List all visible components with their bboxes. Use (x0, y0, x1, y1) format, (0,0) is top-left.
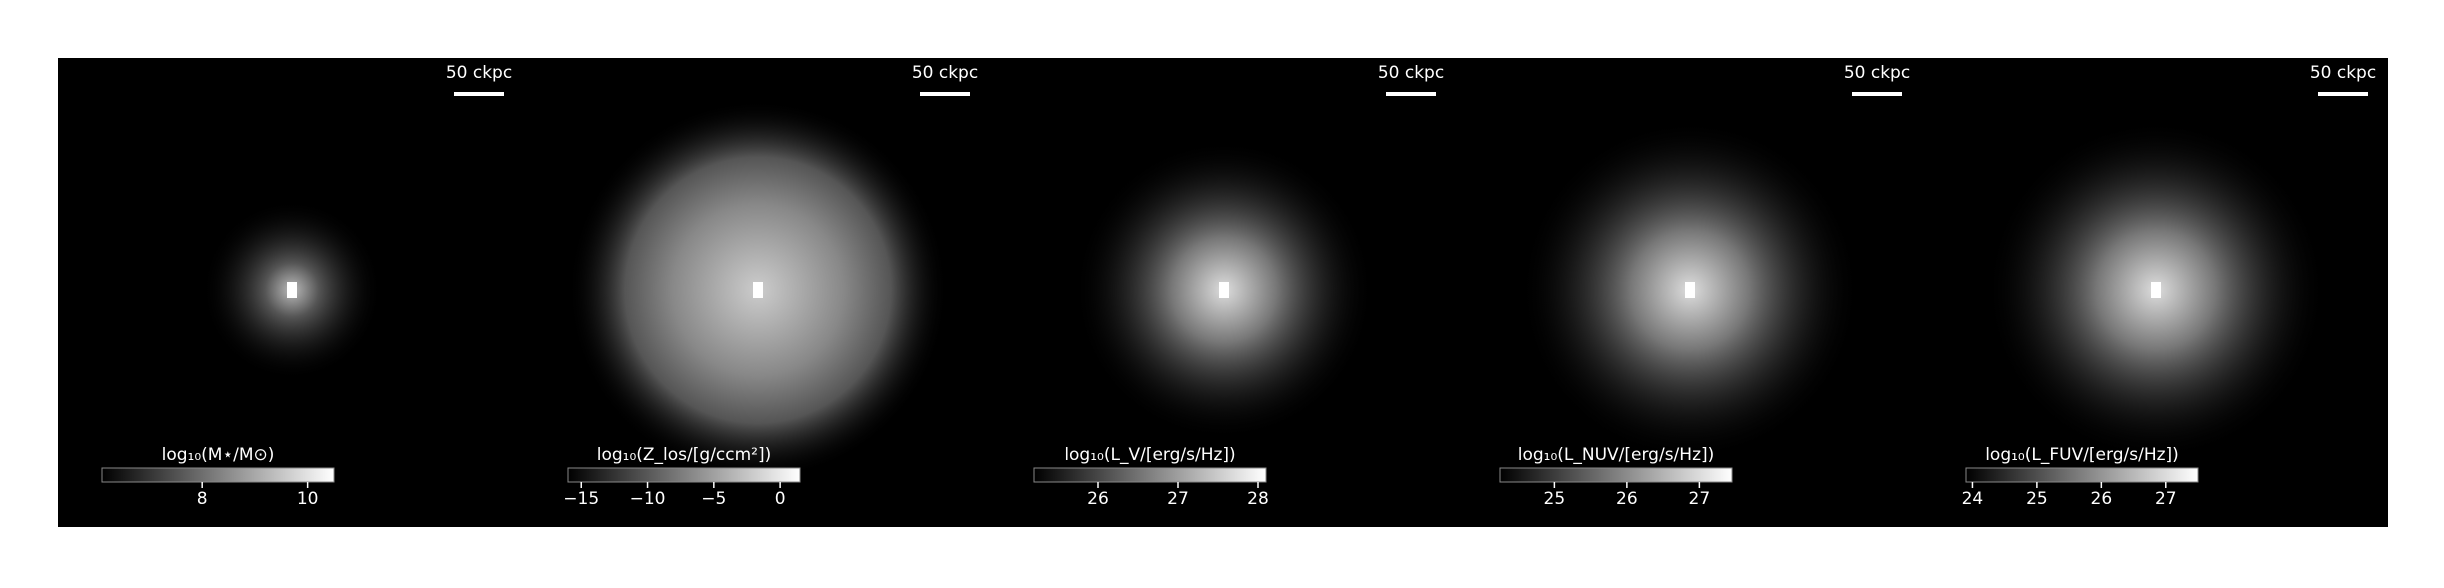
colorbar-tick-label: 24 (1962, 489, 1984, 509)
colorbar-tick-label: −5 (701, 489, 726, 509)
colorbar-tick-label: −15 (563, 489, 599, 509)
colorbar-tick-label: 8 (197, 489, 208, 509)
galaxy-core (1685, 282, 1695, 298)
colorbar-tick-label: 26 (2091, 489, 2113, 509)
galaxy-core (287, 282, 297, 298)
colorbar (1033, 467, 1267, 483)
colorbar (1965, 467, 2199, 483)
colorbar (567, 467, 801, 483)
colorbar-tick-label: 25 (1544, 489, 1566, 509)
colorbar-label: log₁₀(L_FUV/[erg/s/Hz]) (1985, 445, 2179, 465)
colorbar-label: log₁₀(L_NUV/[erg/s/Hz]) (1518, 445, 1715, 465)
galaxy-core (2151, 282, 2161, 298)
colorbar (1499, 467, 1733, 483)
colorbar-tick-label: 27 (1167, 489, 1189, 509)
colorbar-tick-label: −10 (630, 489, 666, 509)
scalebar-label: 50 ckpc (1844, 63, 1910, 83)
colorbar-tick-label: 26 (1616, 489, 1638, 509)
colorbar-tick-label: 27 (1689, 489, 1711, 509)
colorbar (101, 467, 335, 483)
colorbar-tick-label: 28 (1247, 489, 1269, 509)
scalebar-label: 50 ckpc (912, 63, 978, 83)
colorbar-tick-label: 0 (775, 489, 786, 509)
colorbar-tick-label: 27 (2155, 489, 2177, 509)
galaxy-core (1219, 282, 1229, 298)
colorbar-tick-label: 26 (1087, 489, 1109, 509)
scalebar-label: 50 ckpc (2310, 63, 2376, 83)
colorbar-label: log₁₀(Z_los/[g/ccm²]) (597, 445, 772, 465)
scalebar-label: 50 ckpc (1378, 63, 1444, 83)
colorbar-tick-label: 10 (297, 489, 319, 509)
colorbar-tick-label: 25 (2026, 489, 2048, 509)
scalebar-label: 50 ckpc (446, 63, 512, 83)
colorbar-label: log₁₀(L_V/[erg/s/Hz]) (1064, 445, 1235, 465)
galaxy-core (753, 282, 763, 298)
colorbar-label: log₁₀(M⋆/M⊙) (162, 445, 275, 465)
